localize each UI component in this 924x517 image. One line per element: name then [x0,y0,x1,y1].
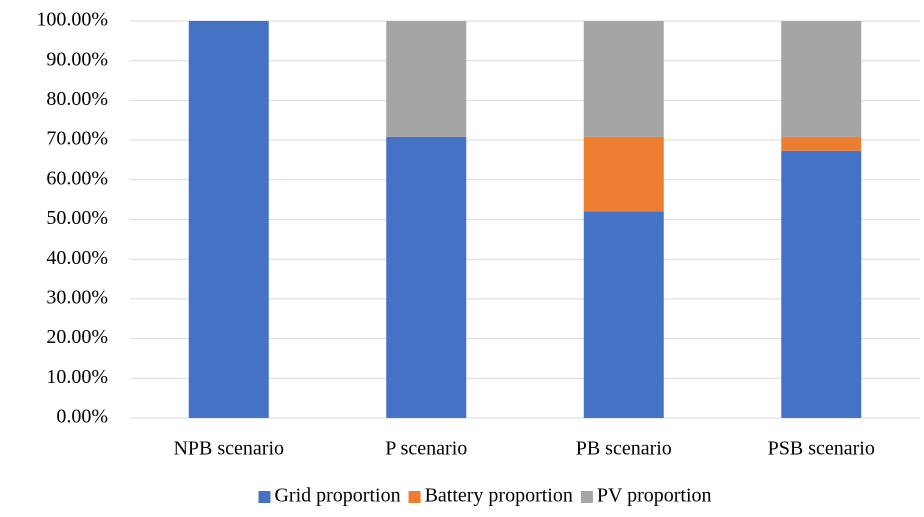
y-tick-label: 70.00% [46,128,108,150]
legend-swatch [408,491,421,503]
legend-label: Battery proportion [425,485,573,507]
bar-segment [781,21,862,137]
y-tick-label: 40.00% [46,247,108,269]
x-tick-label: NPB scenario [173,438,284,460]
y-tick-label: 50.00% [46,207,108,229]
bar-segment [583,211,664,418]
x-tick-label: P scenario [385,438,467,460]
legend-swatch [580,491,593,503]
y-tick-label: 100.00% [36,9,108,31]
bar-segment [781,150,862,418]
x-tick-label: PB scenario [576,438,672,460]
legend-swatch [258,491,271,503]
x-tick-label: PSB scenario [768,438,875,460]
y-tick-label: 60.00% [46,167,108,189]
y-tick-label: 20.00% [46,326,108,348]
y-tick-label: 90.00% [46,48,108,70]
bar-segment [386,136,467,418]
y-tick-label: 30.00% [46,286,108,308]
bar-segment [386,21,467,137]
bar-segment [188,21,269,418]
bar-segment [781,136,862,151]
legend-label: Grid proportion [274,485,400,507]
y-tick-label: 0.00% [56,406,108,428]
y-tick-label: 10.00% [46,366,108,388]
bar-segment [583,136,664,212]
bar-segment [583,21,664,137]
y-tick-label: 80.00% [46,88,108,110]
legend-label: PV proportion [597,485,712,507]
